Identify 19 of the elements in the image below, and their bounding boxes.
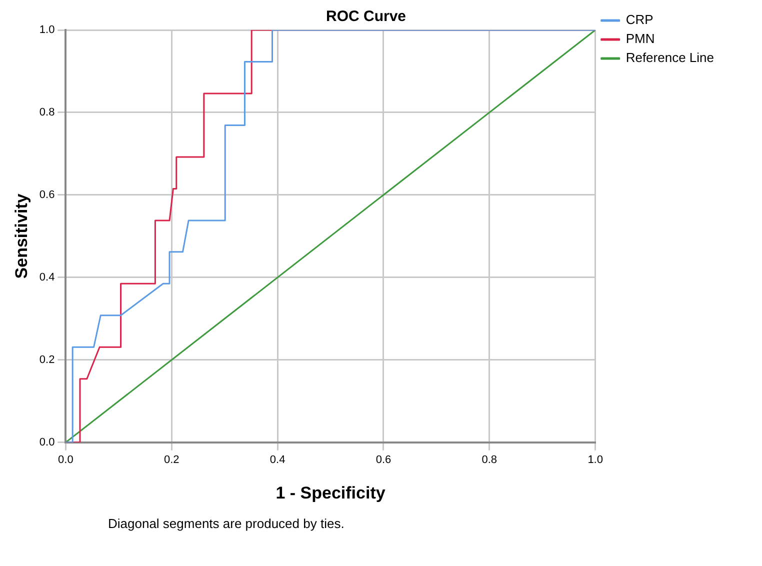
x-tick-label: 0.8 (482, 454, 498, 466)
y-tick-label: 0.0 (39, 436, 55, 448)
x-tick-label: 0.6 (376, 454, 392, 466)
y-tick-label: 0.4 (39, 271, 55, 284)
x-axis-title: 1 - Specificity (276, 483, 386, 502)
x-tick-label: 0.0 (58, 454, 74, 466)
y-tick-label: 0.2 (39, 354, 55, 366)
y-tick-label: 0.8 (39, 106, 55, 119)
chart-title: ROC Curve (326, 8, 406, 26)
legend-label: PMN (626, 31, 655, 46)
x-tick-label: 0.2 (164, 454, 180, 466)
legend-label: CRP (626, 12, 654, 28)
y-tick-label: 0.6 (39, 188, 55, 201)
y-tick-label: 1.0 (39, 24, 55, 36)
x-tick-label: 1.0 (588, 454, 603, 466)
y-axis-title: Sensitivity (12, 193, 31, 279)
legend-label: Reference Line (626, 50, 714, 66)
text: Diagonal segments are produced by ties. (108, 516, 346, 531)
x-tick-label: 0.4 (270, 454, 286, 466)
